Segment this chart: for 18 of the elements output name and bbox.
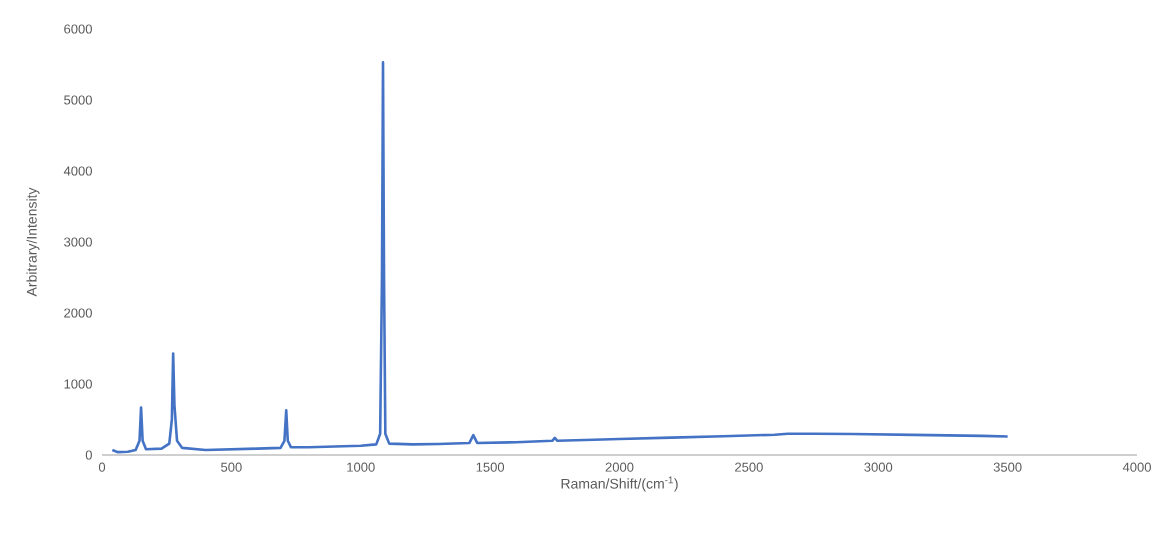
y-tick-label: 1000	[64, 379, 92, 389]
x-axis-title: Raman/Shift/(cm$^{-1}$)	[561, 476, 678, 492]
y-axis-title: Arbitrary/Intensity	[26, 187, 40, 297]
x-tick-label: 2000	[605, 462, 634, 472]
y-tick-label: 6000	[64, 24, 92, 34]
x-tick-label: 4000	[1122, 462, 1151, 472]
x-tick-label: 3000	[864, 462, 893, 472]
y-tick-label: 5000	[64, 95, 92, 105]
y-tick-label: 2000	[64, 308, 92, 318]
x-tick-label: 3500	[993, 462, 1022, 472]
x-tick-label: 2500	[735, 462, 763, 472]
x-tick-label: 0	[98, 462, 106, 472]
x-tick-label: 1500	[476, 462, 505, 472]
y-tick-label: 0	[85, 450, 92, 460]
y-tick-label: 4000	[63, 166, 92, 176]
y-tick-label: 3000	[64, 237, 92, 247]
x-tick-label: 500	[221, 462, 242, 472]
x-tick-label: 1000	[347, 462, 375, 472]
